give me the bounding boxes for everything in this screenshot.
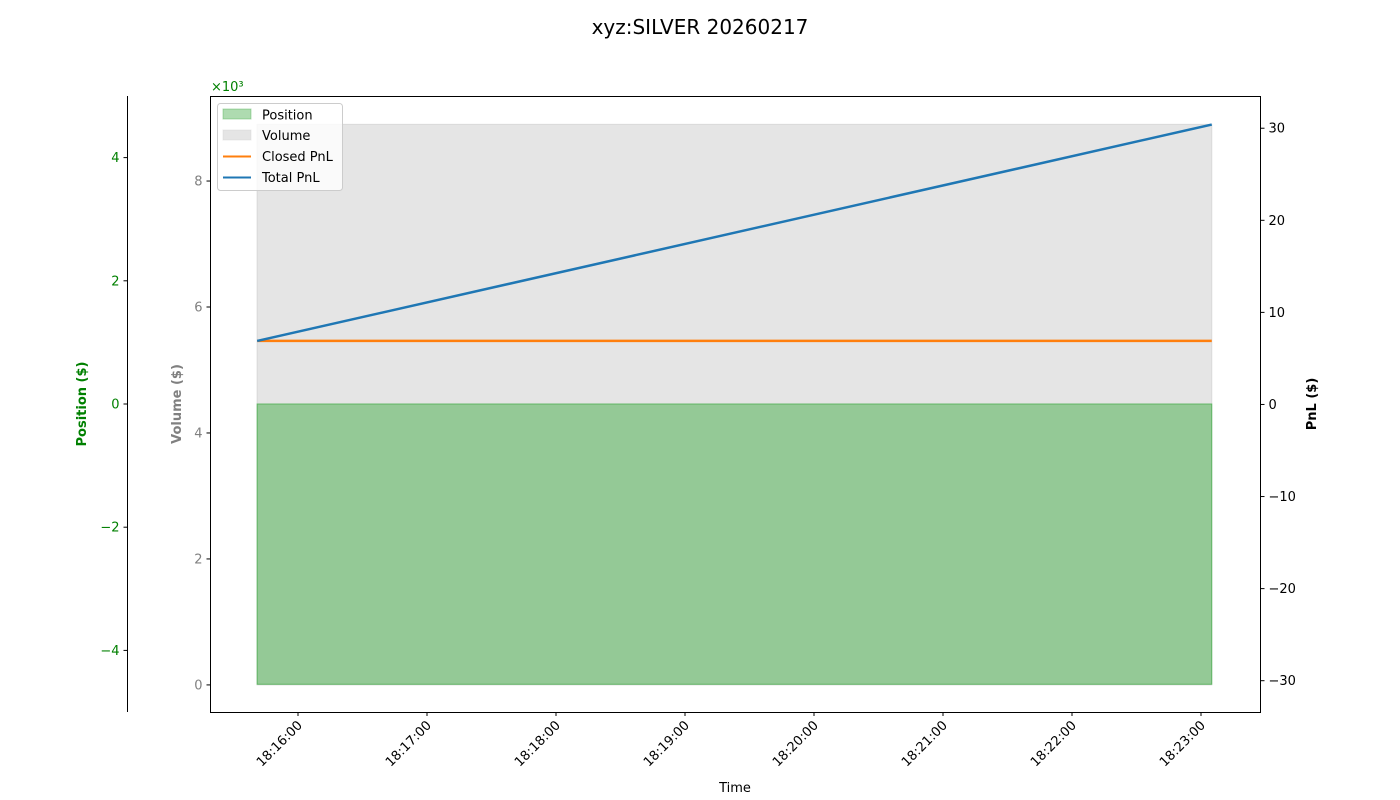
position-offset-text: ×10³ (211, 80, 244, 95)
tick-label: 0 (194, 678, 202, 693)
tick-label: 2 (194, 552, 202, 567)
tick-label: −4 (100, 644, 119, 659)
position-axis: −4 −2 0 2 4 (100, 151, 128, 659)
tick-label: 4 (111, 151, 119, 166)
tick-label: 18:17:00 (383, 718, 435, 770)
tick-label: −20 (1269, 582, 1296, 597)
legend-item-position: Position (222, 108, 313, 124)
tick-label: 18:21:00 (899, 718, 951, 770)
legend: Position Volume Closed PnL Total PnL (217, 103, 343, 191)
volume-swatch-icon (222, 129, 252, 141)
tick-label: 30 (1269, 122, 1286, 137)
plot-area (256, 123, 1213, 686)
legend-label: Closed PnL (262, 150, 334, 165)
legend-item-total-pnl: Total PnL (223, 171, 320, 186)
tick-label: 18:23:00 (1157, 718, 1209, 770)
tick-label: 8 (194, 175, 202, 190)
position-swatch-icon (222, 108, 252, 120)
chart-title: xyz:SILVER 20260217 (592, 15, 809, 39)
legend-item-closed-pnl: Closed PnL (223, 150, 334, 165)
tick-label: −2 (100, 521, 119, 536)
tick-label: −10 (1269, 490, 1296, 505)
tick-label: 18:16:00 (254, 718, 306, 770)
volume-axis-label: Volume ($) (170, 364, 185, 444)
tick-label: 18:18:00 (512, 718, 564, 770)
legend-label: Volume (262, 129, 310, 144)
x-axis: 18:16:00 18:17:00 18:18:00 18:19:00 18:20:00… (254, 712, 1209, 770)
total-pnl-line (256, 123, 1213, 343)
tick-label: 20 (1269, 214, 1286, 229)
position-axis-label: Position ($) (75, 362, 90, 447)
position-area (256, 403, 1213, 685)
tick-label: 0 (111, 398, 119, 413)
volume-axis: 0 2 4 6 8 (194, 175, 211, 693)
tick-label: 18:20:00 (770, 718, 822, 770)
tick-label: 4 (194, 426, 202, 441)
tick-label: −30 (1269, 674, 1296, 689)
legend-item-volume: Volume (222, 129, 310, 144)
pnl-axis-label: PnL ($) (1305, 378, 1320, 431)
tick-label: 0 (1269, 398, 1277, 413)
tick-label: 6 (194, 301, 202, 316)
legend-label: Position (262, 109, 313, 124)
tick-label: 2 (111, 274, 119, 289)
tick-label: 18:19:00 (641, 718, 693, 770)
tick-label: 10 (1269, 306, 1286, 321)
pnl-axis: −30 −20 −10 0 10 20 30 (1260, 122, 1296, 689)
tick-label: 18:22:00 (1028, 718, 1080, 770)
legend-box (217, 103, 343, 191)
legend-label: Total PnL (261, 171, 320, 186)
x-axis-label: Time (718, 781, 751, 796)
